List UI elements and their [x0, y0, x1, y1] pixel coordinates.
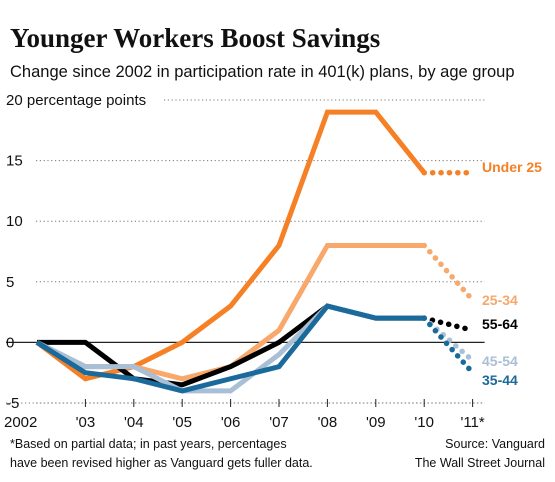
y-tick-label: 15: [6, 153, 23, 170]
chart-title: Younger Workers Boost Savings: [10, 23, 380, 53]
y-tick-label: -5: [6, 395, 19, 412]
y-tick-label: 5: [6, 274, 14, 291]
x-tick-label: '10: [414, 414, 434, 431]
y-tick-label: 10: [6, 213, 23, 230]
series-label: Under 25: [482, 159, 542, 175]
series-label: 45-54: [482, 353, 518, 369]
footnote-line-1: *Based on partial data; in past years, p…: [10, 437, 287, 451]
series-label: 55-64: [482, 316, 518, 332]
x-tick-label: '06: [221, 414, 241, 431]
series-line: [35, 242, 425, 382]
x-tick-label: '08: [318, 414, 338, 431]
x-tick-label: '04: [124, 414, 144, 431]
series-label: 35-44: [482, 372, 518, 388]
y-tick-label: 20 percentage points: [6, 92, 146, 109]
series-lines: [35, 109, 476, 394]
series-label: 25-34: [482, 292, 518, 308]
series-line-partial: [421, 315, 476, 334]
x-tick-label: '07: [269, 414, 289, 431]
x-tick-label: '05: [172, 414, 192, 431]
series-line-partial: [421, 315, 476, 376]
series-labels: Under 25 25-34 55-64 45-54 35-44: [482, 159, 542, 388]
source-line-1: Source: Vanguard: [445, 437, 545, 451]
x-tick-label: '03: [76, 414, 96, 431]
footnote-line-2: have been revised higher as Vanguard get…: [10, 456, 313, 470]
source-line-2: The Wall Street Journal: [415, 456, 545, 470]
y-tick-label: 0: [6, 334, 14, 351]
x-tick-label: '09: [366, 414, 386, 431]
x-tick-label: '11*: [460, 414, 484, 431]
axis-ticks: 20 percentage points 15 10 5 0 -5 2002 '03 '04 '0…: [4, 92, 485, 431]
chart-subtitle: Change since 2002 in participation rate …: [10, 63, 515, 81]
series-line-partial: [421, 242, 476, 303]
x-tick-label: 2002: [4, 414, 37, 431]
